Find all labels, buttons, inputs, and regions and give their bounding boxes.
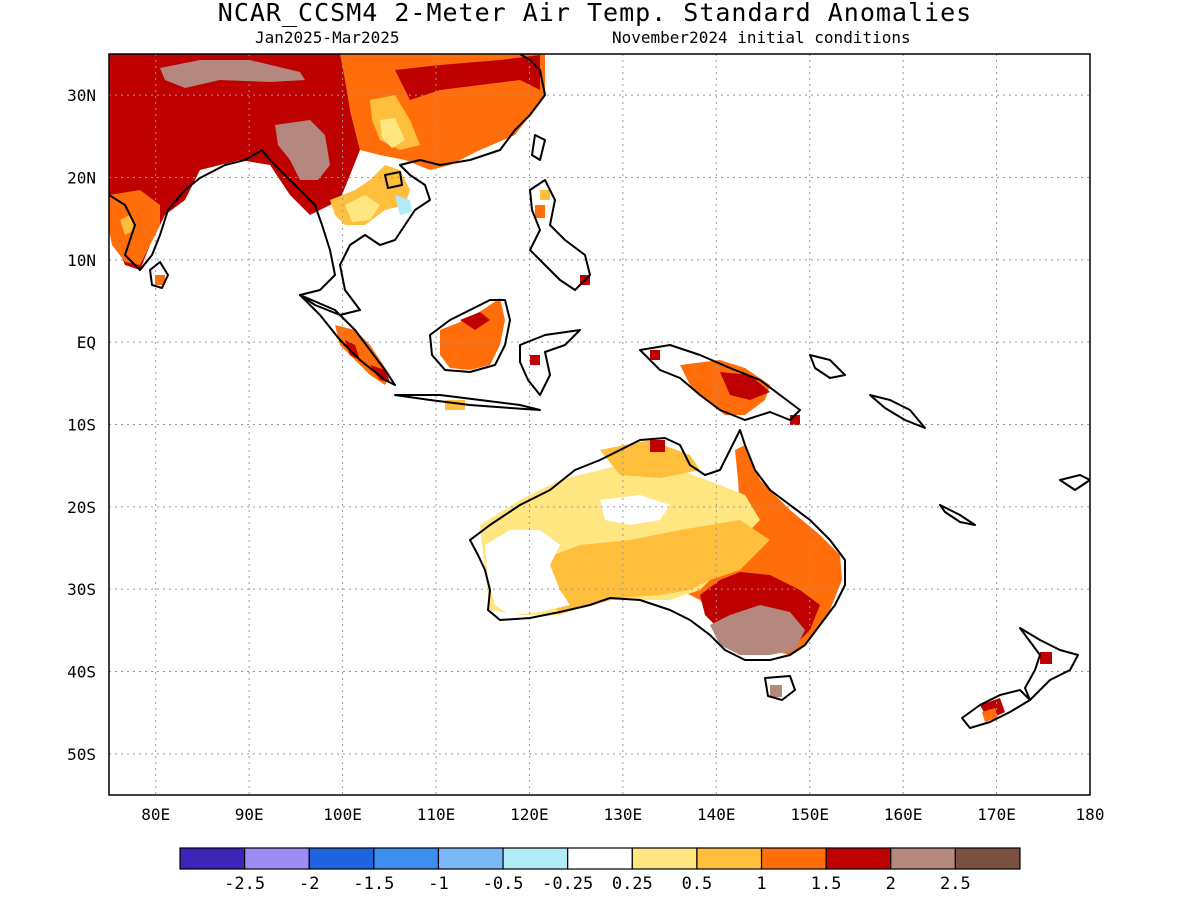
java-coastline xyxy=(394,394,541,411)
chart-title: NCAR_CCSM4 2-Meter Air Temp. Standard An… xyxy=(217,0,973,27)
lon-tick-label: 100E xyxy=(323,805,362,824)
lon-tick-label: 80E xyxy=(141,805,170,824)
initial-conditions: November2024 initial conditions xyxy=(612,28,911,47)
southern-china-anomaly-2 xyxy=(380,118,405,148)
lon-tick-label: 140E xyxy=(697,805,736,824)
lon-tick-label: 160E xyxy=(884,805,923,824)
lon-tick-label: 120E xyxy=(510,805,549,824)
lat-tick-label: EQ xyxy=(77,333,96,352)
lon-tick-label: 90E xyxy=(235,805,264,824)
coastlines xyxy=(109,54,1090,729)
indochina-cool-anomaly xyxy=(395,195,412,215)
lon-tick-label: 130E xyxy=(604,805,643,824)
sulawesi-coastline xyxy=(519,329,581,396)
lat-tick-label: 10S xyxy=(67,416,96,435)
sumatra-coastline xyxy=(299,294,396,386)
lon-tick-label: 150E xyxy=(790,805,829,824)
map-plot-area xyxy=(109,54,1090,795)
nz-south-coastline xyxy=(961,689,1031,729)
lat-tick-label: 40S xyxy=(67,663,96,682)
hainan-coastline xyxy=(384,171,403,189)
latitude-labels: 30N 20N 10N EQ 10S 20S 30S 40S 50S xyxy=(67,86,96,764)
lon-tick-label: 110E xyxy=(417,805,456,824)
lat-tick-label: 20N xyxy=(67,169,96,188)
lat-tick-label: 10N xyxy=(67,251,96,270)
lat-tick-label: 50S xyxy=(67,745,96,764)
india-himalaya-anomaly xyxy=(109,54,360,270)
lat-tick-label: 30N xyxy=(67,86,96,105)
lon-tick-label: 180 xyxy=(1076,805,1105,824)
australia-west-anomaly xyxy=(485,530,570,615)
map-grid xyxy=(109,54,1090,795)
longitude-labels: 80E 90E 100E 110E 120E 130E 140E 150E 160E 170E 18… xyxy=(141,805,1104,824)
philippines-coastline xyxy=(529,179,591,291)
tasmania-coastline xyxy=(764,675,796,701)
borneo-coastline xyxy=(429,299,511,373)
newguinea-coastline xyxy=(639,344,801,421)
map-frame xyxy=(108,53,1091,796)
lon-tick-label: 170E xyxy=(977,805,1016,824)
nz-north-coastline xyxy=(1019,627,1079,701)
anomaly-fills xyxy=(109,54,1052,722)
lat-tick-label: 30S xyxy=(67,580,96,599)
tibet-anomaly xyxy=(160,60,305,88)
new-guinea-anomaly xyxy=(680,360,770,415)
lat-tick-label: 20S xyxy=(67,498,96,517)
taiwan-coastline xyxy=(531,134,546,161)
australia-coastline xyxy=(469,429,846,661)
borneo-anomaly xyxy=(440,298,505,370)
victoria-anomaly xyxy=(710,605,805,655)
forecast-period: Jan2025-Mar2025 xyxy=(255,28,400,47)
srilanka-coastline xyxy=(149,261,169,289)
